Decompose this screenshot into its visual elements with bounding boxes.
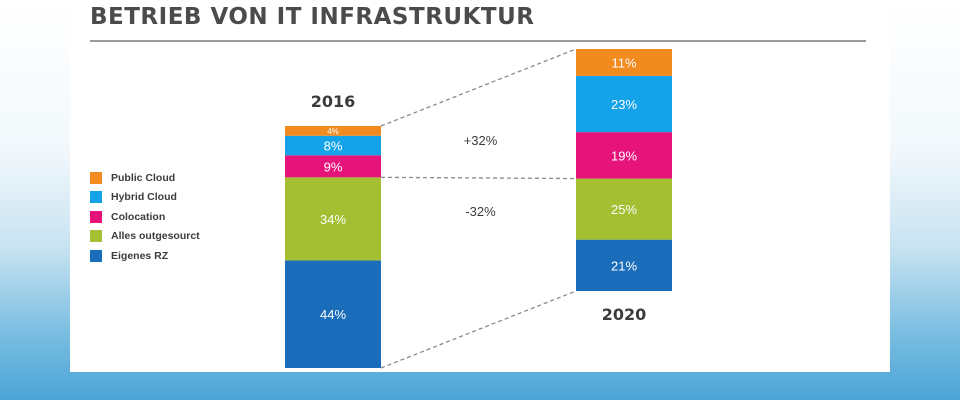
change-annotation: -32% <box>465 204 496 219</box>
title-divider <box>90 40 866 42</box>
legend-item: Colocation <box>90 207 200 227</box>
bar-segment <box>576 132 672 179</box>
data-label: 34% <box>320 212 346 227</box>
connector-line <box>380 290 577 369</box>
connector-line <box>380 48 577 127</box>
change-annotation: +32% <box>464 133 498 148</box>
bar-segment <box>576 239 672 291</box>
legend-item: Public Cloud <box>90 168 200 188</box>
legend-swatch <box>90 191 102 204</box>
data-label: 9% <box>324 159 343 174</box>
legend-swatch <box>90 171 102 184</box>
legend-swatch <box>90 249 102 262</box>
bar-segment <box>285 135 381 156</box>
legend: Public Cloud Hybrid Cloud Colocation All… <box>90 168 200 266</box>
legend-swatch <box>90 210 102 223</box>
legend-item: Alles outgesourct <box>90 227 200 247</box>
legend-label: Public Cloud <box>111 171 176 184</box>
legend-label: Hybrid Cloud <box>111 191 177 204</box>
legend-swatch <box>90 230 102 243</box>
legend-label: Eigenes RZ <box>111 249 169 262</box>
category-label: 2020 <box>602 305 647 324</box>
data-label: 19% <box>611 148 637 163</box>
category-label: 2016 <box>311 92 356 111</box>
legend-label: Alles outgesourct <box>111 230 200 243</box>
bar-segment <box>285 177 381 261</box>
bar-segment <box>285 155 381 178</box>
bar-segment <box>576 75 672 133</box>
stacked-bar-chart: 44% 34% 9% 8% 4% 2016 21% 25% 19% 23% 11% 2020 +32% -… <box>285 48 672 369</box>
data-label: 8% <box>324 139 343 154</box>
legend-label: Colocation <box>111 210 166 223</box>
bar-segment <box>576 49 672 76</box>
legend-item: Hybrid Cloud <box>90 188 200 208</box>
page-title: BETRIEB VON IT INFRASTRUKTUR <box>90 4 535 30</box>
data-label: 21% <box>611 258 637 273</box>
data-label: 4% <box>327 127 339 136</box>
connector-line <box>380 176 577 180</box>
data-label: 25% <box>611 202 637 217</box>
chart-card: BETRIEB VON IT INFRASTRUKTUR 44% 34% 9% 8% 4… <box>70 0 890 372</box>
bar-segment <box>285 260 381 368</box>
bar-segment <box>285 126 381 136</box>
legend-item: Eigenes RZ <box>90 246 200 266</box>
data-label: 11% <box>611 55 636 70</box>
bar-segment <box>576 178 672 240</box>
data-label: 23% <box>611 97 637 112</box>
data-label: 44% <box>320 307 346 322</box>
